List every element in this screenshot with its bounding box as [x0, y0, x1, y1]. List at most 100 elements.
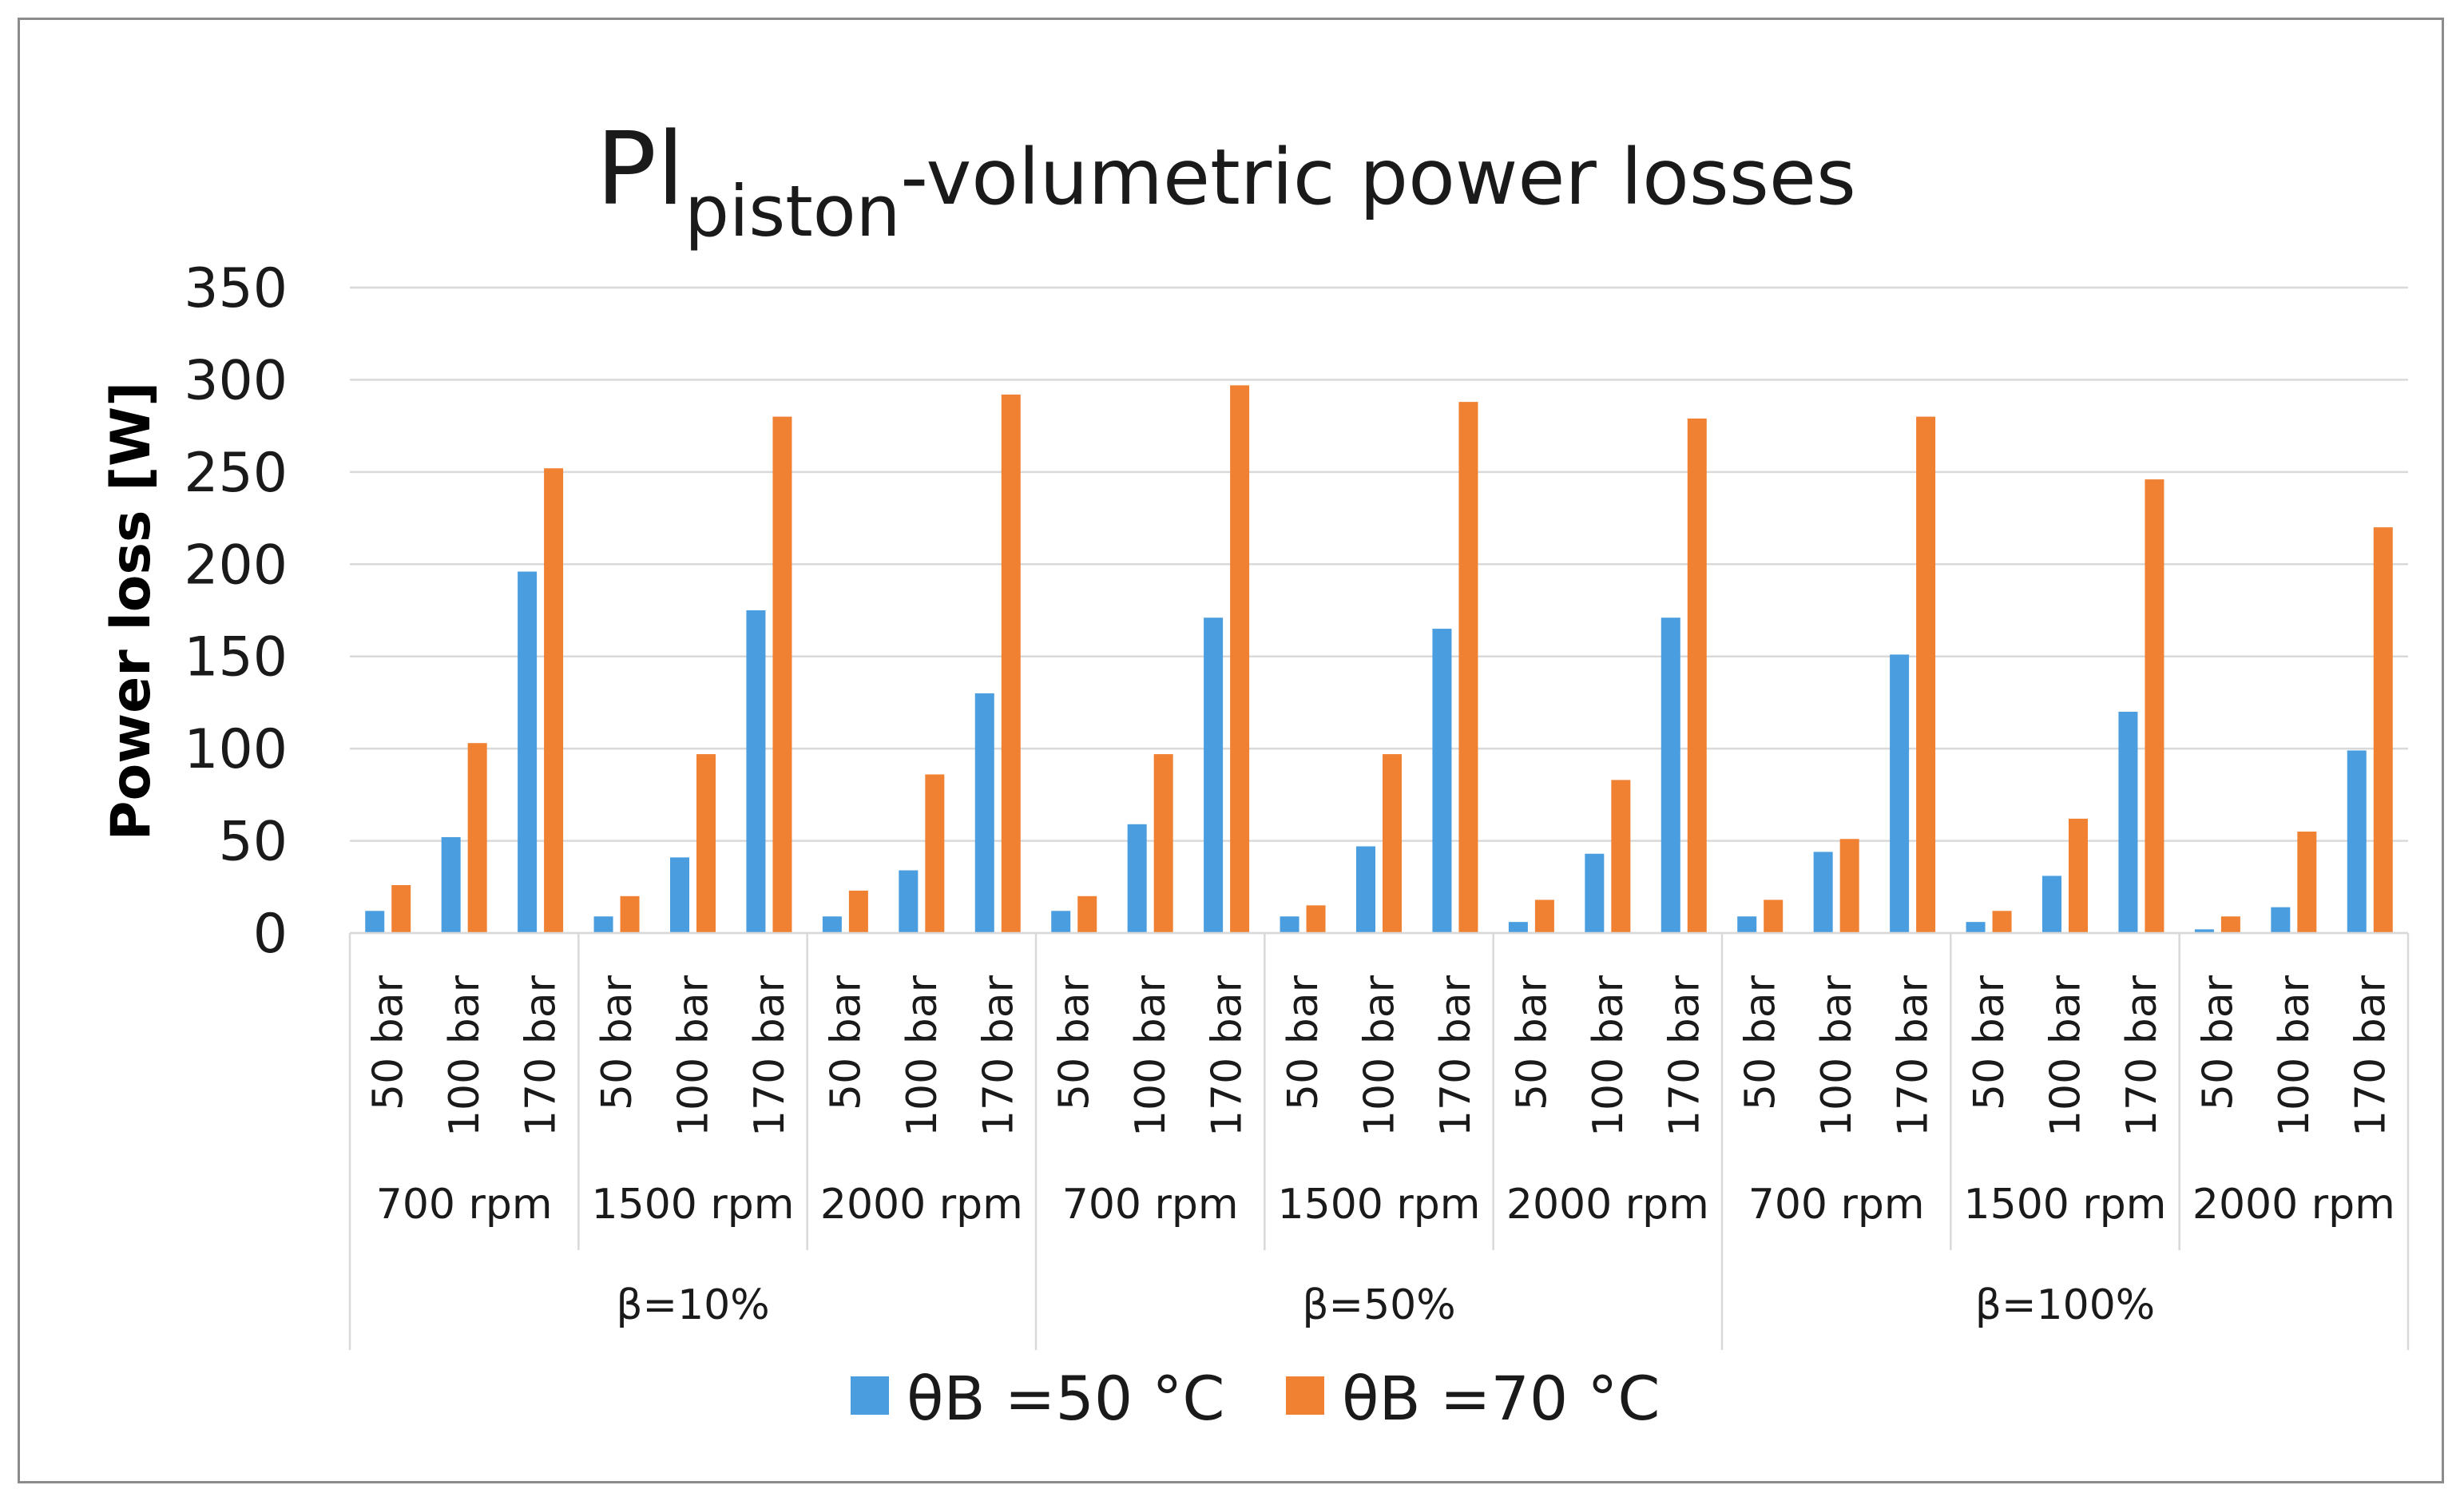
x-tick-label: 100 bar — [2271, 975, 2319, 1137]
y-tick-label: 50 — [218, 811, 288, 874]
speed-group-label: 700 rpm — [1062, 1181, 1239, 1229]
beta-group-label: β=100% — [1975, 1281, 2155, 1329]
y-tick-label: 300 — [184, 349, 288, 412]
bar-theta70-13 — [1383, 754, 1402, 933]
bar-theta50-20 — [1890, 654, 1910, 933]
y-tick-label: 200 — [184, 534, 288, 597]
y-tick-label: 0 — [253, 903, 288, 966]
bar-theta70-15 — [1534, 899, 1554, 933]
bar-theta70-12 — [1306, 905, 1326, 933]
bar-theta70-7 — [925, 774, 945, 933]
x-tick-label: 100 bar — [1813, 975, 1861, 1137]
bar-theta70-19 — [1839, 839, 1859, 933]
x-tick-label: 50 bar — [1508, 975, 1556, 1110]
speed-group-label: 2000 rpm — [820, 1181, 1023, 1229]
speed-group-label: 1500 rpm — [1278, 1181, 1481, 1229]
bar-theta50-22 — [2042, 876, 2061, 933]
bar-theta70-4 — [696, 754, 716, 933]
bar-theta70-11 — [1230, 385, 1250, 934]
bar-theta70-5 — [772, 416, 792, 933]
bar-theta50-3 — [593, 916, 613, 933]
x-tick-label: 170 bar — [746, 975, 794, 1137]
speed-group-label: 700 rpm — [1748, 1181, 1925, 1229]
x-tick-label: 170 bar — [1204, 975, 1252, 1137]
x-tick-label: 170 bar — [1661, 975, 1708, 1137]
bar-theta70-8 — [1001, 394, 1021, 933]
x-tick-label: 100 bar — [2042, 975, 2090, 1137]
bar-theta50-8 — [974, 693, 994, 933]
bar-theta70-6 — [848, 890, 868, 933]
beta-group-label: β=50% — [1302, 1281, 1455, 1329]
x-tick-label: 100 bar — [670, 975, 718, 1137]
bar-theta70-26 — [2373, 527, 2393, 933]
bar-theta50-4 — [670, 857, 689, 933]
beta-group-label: β=10% — [616, 1281, 769, 1329]
y-tick-label: 250 — [184, 442, 288, 505]
x-tick-label: 170 bar — [1890, 975, 1938, 1137]
bar-theta50-6 — [822, 916, 842, 933]
x-tick-label: 50 bar — [593, 975, 641, 1110]
bar-theta70-1 — [467, 743, 487, 933]
bar-theta50-2 — [518, 571, 538, 933]
legend-swatch-theta70 — [1286, 1376, 1324, 1415]
bar-theta50-10 — [1127, 824, 1147, 933]
x-tick-label: 100 bar — [1356, 975, 1404, 1137]
speed-group-label: 2000 rpm — [1506, 1181, 1709, 1229]
bar-theta50-5 — [746, 610, 766, 933]
bar-theta50-12 — [1280, 916, 1299, 933]
bar-theta50-11 — [1204, 617, 1224, 933]
chart-svg: Plpiston-volumetric power losses 0 50 100 1… — [100, 110, 2410, 1434]
bars — [365, 385, 2393, 934]
y-tick-label: 100 — [184, 718, 288, 781]
bar-theta70-14 — [1458, 402, 1478, 933]
bar-theta50-14 — [1432, 629, 1452, 933]
bar-theta50-25 — [2271, 907, 2291, 933]
x-tick-label: 100 bar — [899, 975, 946, 1137]
y-axis-ticks: 0 50 100 150 200 250 300 350 — [184, 257, 288, 966]
y-axis-label: Power loss [W] — [100, 382, 163, 841]
x-tick-label: 50 bar — [1737, 975, 1785, 1110]
bar-theta50-26 — [2347, 750, 2367, 933]
bar-theta50-0 — [365, 911, 385, 933]
bar-theta70-21 — [1992, 911, 2012, 933]
bar-theta70-0 — [391, 884, 411, 933]
svg-text:Plpiston-volumetric power loss: Plpiston-volumetric power losses — [596, 110, 1856, 252]
legend-label-theta50: θB =50 °C — [907, 1363, 1224, 1434]
bar-theta70-24 — [2220, 916, 2240, 933]
bar-theta70-10 — [1153, 754, 1173, 933]
bar-theta50-19 — [1813, 852, 1833, 933]
y-tick-label: 350 — [184, 257, 288, 320]
x-tick-label: 50 bar — [1051, 975, 1099, 1110]
bar-theta70-20 — [1916, 416, 1936, 933]
legend: θB =50 °C θB =70 °C — [851, 1363, 1660, 1434]
bar-theta50-21 — [1966, 922, 1986, 933]
bar-theta50-1 — [441, 836, 461, 933]
bar-theta50-16 — [1585, 853, 1605, 933]
bar-theta70-25 — [2297, 832, 2317, 933]
x-tick-label: 170 bar — [2347, 975, 2395, 1137]
bar-theta70-18 — [1764, 899, 1784, 933]
legend-swatch-theta50 — [851, 1376, 889, 1415]
x-tick-label: 100 bar — [1585, 975, 1633, 1137]
x-tick-label: 170 bar — [1432, 975, 1480, 1137]
title-subscript: piston — [684, 170, 900, 252]
x-tick-label: 170 bar — [2118, 975, 2166, 1137]
chart-title: Plpiston-volumetric power losses — [596, 110, 1856, 252]
bar-theta50-9 — [1051, 911, 1071, 933]
bar-theta50-13 — [1356, 846, 1375, 933]
speed-group-label: 1500 rpm — [1964, 1181, 2167, 1229]
bar-theta70-16 — [1611, 780, 1631, 933]
bar-theta50-15 — [1508, 922, 1528, 933]
bar-theta70-3 — [620, 895, 640, 933]
gridlines — [350, 286, 2408, 935]
legend-label-theta70: θB =70 °C — [1342, 1363, 1660, 1434]
bar-theta50-18 — [1737, 916, 1757, 933]
x-tick-label: 170 bar — [518, 975, 565, 1137]
bar-theta50-23 — [2118, 711, 2138, 933]
x-tick-label: 50 bar — [1280, 975, 1327, 1110]
bar-theta70-23 — [2145, 479, 2164, 933]
x-tick-label: 50 bar — [2194, 975, 2242, 1110]
x-tick-label: 170 bar — [974, 975, 1022, 1137]
x-tick-label: 100 bar — [441, 975, 489, 1137]
bar-theta70-9 — [1077, 895, 1097, 933]
